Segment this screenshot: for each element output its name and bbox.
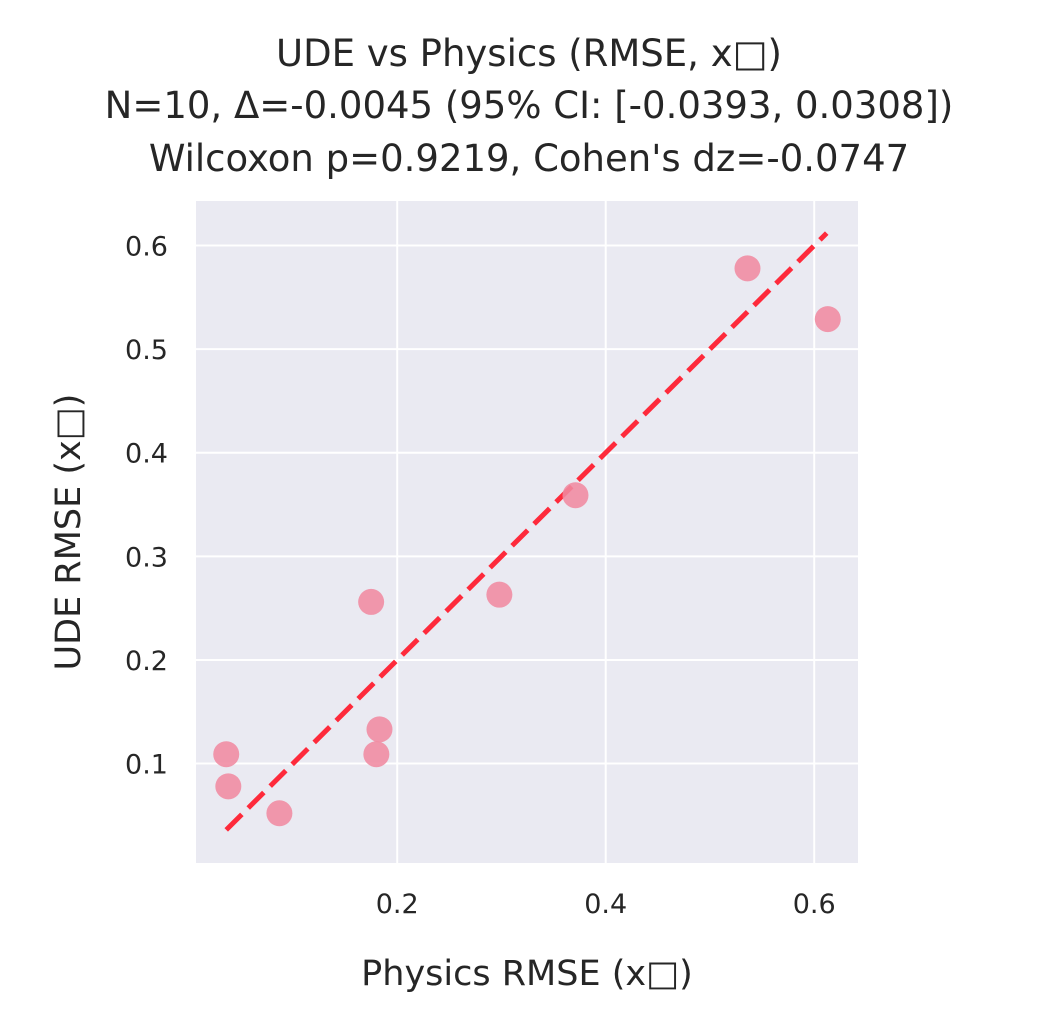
scatter-point <box>363 741 390 768</box>
x-tick-label: 0.6 <box>793 889 836 920</box>
chart-title-line-2: N=10, Δ=-0.0045 (95% CI: [-0.0393, 0.030… <box>105 84 954 127</box>
reference-line-group <box>224 231 829 832</box>
scatter-point <box>366 716 393 743</box>
x-tick-label: 0.2 <box>376 889 419 920</box>
grid-lines <box>196 201 858 863</box>
y-tick-label: 0.3 <box>125 542 168 573</box>
y-tick-label: 0.1 <box>125 750 168 781</box>
scatter-point <box>486 581 513 608</box>
y-tick-labels: 0.1 0.2 0.3 0.4 0.5 0.6 <box>125 232 168 781</box>
scatter-point <box>213 741 240 768</box>
y-tick-label: 0.5 <box>125 335 168 366</box>
scatter-point <box>814 306 841 333</box>
scatter-point <box>215 773 242 800</box>
x-tick-labels: 0.2 0.4 0.6 <box>376 889 836 920</box>
x-axis-label: Physics RMSE (x□) <box>361 954 693 994</box>
chart-title-line-1: UDE vs Physics (RMSE, x□) <box>276 32 782 75</box>
scatter-point <box>266 800 293 827</box>
x-tick-label: 0.4 <box>584 889 627 920</box>
y-axis-label: UDE RMSE (x□) <box>49 394 89 671</box>
y-tick-label: 0.4 <box>125 439 168 470</box>
scatter-point <box>562 482 589 509</box>
chart-title: UDE vs Physics (RMSE, x□) N=10, Δ=-0.004… <box>105 32 954 180</box>
scatter-point <box>358 588 385 615</box>
scatter-points <box>213 255 841 827</box>
scatter-point <box>734 255 761 282</box>
y-tick-label: 0.2 <box>125 646 168 677</box>
y-tick-label: 0.6 <box>125 232 168 263</box>
reference-line <box>224 231 829 832</box>
chart-title-line-3: Wilcoxon p=0.9219, Cohen's dz=-0.0747 <box>149 137 909 180</box>
